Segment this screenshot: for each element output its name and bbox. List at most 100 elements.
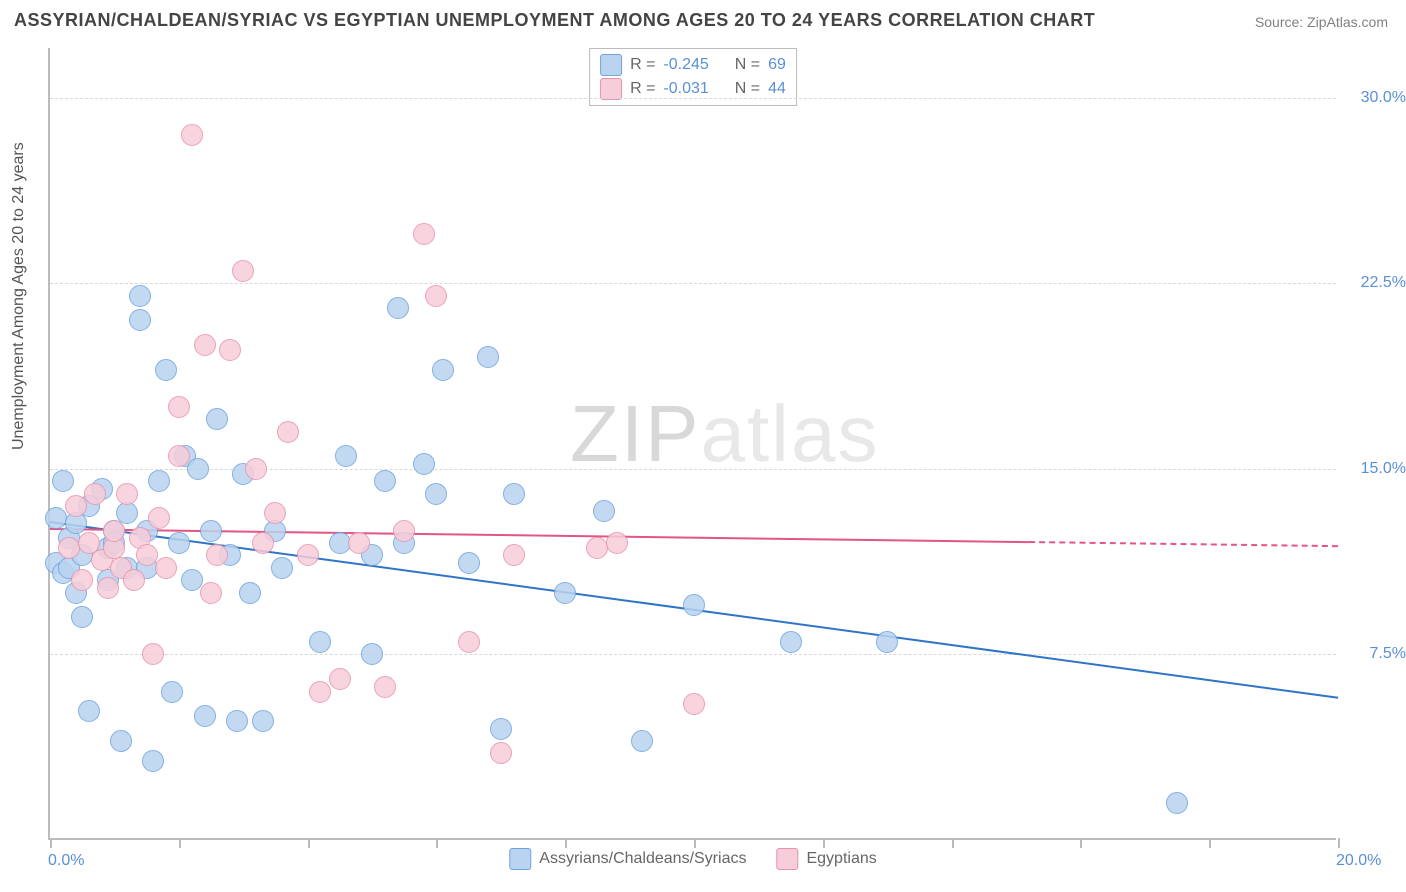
x-tick-label: 0.0% xyxy=(48,852,84,870)
x-tick xyxy=(823,838,825,848)
data-point xyxy=(168,396,190,418)
data-point xyxy=(490,718,512,740)
data-point xyxy=(110,730,132,752)
data-point xyxy=(264,502,286,524)
data-point xyxy=(142,643,164,665)
data-point xyxy=(148,507,170,529)
data-point xyxy=(374,676,396,698)
y-tick-label: 15.0% xyxy=(1346,460,1406,478)
data-point xyxy=(181,569,203,591)
data-point xyxy=(458,631,480,653)
data-point xyxy=(103,520,125,542)
data-point xyxy=(168,532,190,554)
data-point xyxy=(129,285,151,307)
x-tick xyxy=(952,838,954,848)
data-point xyxy=(232,260,254,282)
x-tick xyxy=(1080,838,1082,848)
x-tick xyxy=(50,838,52,848)
data-point xyxy=(329,668,351,690)
data-point xyxy=(155,359,177,381)
data-point xyxy=(876,631,898,653)
stat-r-label: R = xyxy=(630,80,655,98)
data-point xyxy=(413,453,435,475)
data-point xyxy=(309,681,331,703)
data-point xyxy=(52,470,74,492)
stat-n-value-1: 69 xyxy=(768,56,786,74)
data-point xyxy=(683,693,705,715)
x-tick xyxy=(308,838,310,848)
data-point xyxy=(148,470,170,492)
data-point xyxy=(503,483,525,505)
data-point xyxy=(219,339,241,361)
data-point xyxy=(71,569,93,591)
stat-r-value-1: -0.245 xyxy=(663,56,708,74)
data-point xyxy=(168,445,190,467)
stat-r-label: R = xyxy=(630,56,655,74)
data-point xyxy=(123,569,145,591)
data-point xyxy=(297,544,319,566)
legend-swatch-1 xyxy=(509,848,531,870)
x-tick xyxy=(436,838,438,848)
data-point xyxy=(155,557,177,579)
chart-title: ASSYRIAN/CHALDEAN/SYRIAC VS EGYPTIAN UNE… xyxy=(14,10,1095,31)
y-tick-label: 7.5% xyxy=(1346,645,1406,663)
x-tick xyxy=(694,838,696,848)
stat-line-series1: R = -0.245 N = 69 xyxy=(600,53,786,77)
data-point xyxy=(71,606,93,628)
x-tick xyxy=(1338,838,1340,848)
x-tick xyxy=(565,838,567,848)
data-point xyxy=(780,631,802,653)
data-point xyxy=(374,470,396,492)
data-point xyxy=(432,359,454,381)
legend-item-1: Assyrians/Chaldeans/Syriacs xyxy=(509,848,746,870)
legend-swatch-2 xyxy=(776,848,798,870)
y-tick-label: 30.0% xyxy=(1346,89,1406,107)
data-point xyxy=(142,750,164,772)
y-tick-label: 22.5% xyxy=(1346,274,1406,292)
watermark-zip: ZIP xyxy=(570,389,700,478)
data-point xyxy=(277,421,299,443)
data-point xyxy=(252,710,274,732)
legend-label-1: Assyrians/Chaldeans/Syriacs xyxy=(539,850,746,868)
plot-area: ZIPatlas R = -0.245 N = 69 R = -0.031 N … xyxy=(48,48,1336,840)
data-point xyxy=(194,705,216,727)
data-point xyxy=(271,557,293,579)
trend-line xyxy=(1029,541,1338,547)
data-point xyxy=(490,742,512,764)
data-point xyxy=(206,408,228,430)
y-axis-label: Unemployment Among Ages 20 to 24 years xyxy=(10,142,28,450)
gridline xyxy=(50,283,1336,284)
stat-n-label: N = xyxy=(735,56,760,74)
data-point xyxy=(161,681,183,703)
data-point xyxy=(194,334,216,356)
x-tick xyxy=(179,838,181,848)
data-point xyxy=(425,483,447,505)
x-tick-label: 20.0% xyxy=(1336,852,1381,870)
data-point xyxy=(187,458,209,480)
data-point xyxy=(129,309,151,331)
data-point xyxy=(309,631,331,653)
watermark: ZIPatlas xyxy=(570,388,879,480)
data-point xyxy=(239,582,261,604)
data-point xyxy=(252,532,274,554)
swatch-series1 xyxy=(600,54,622,76)
data-point xyxy=(631,730,653,752)
data-point xyxy=(554,582,576,604)
data-point xyxy=(361,643,383,665)
legend-item-2: Egyptians xyxy=(776,848,876,870)
stat-n-label: N = xyxy=(735,80,760,98)
data-point xyxy=(683,594,705,616)
x-tick xyxy=(1209,838,1211,848)
data-point xyxy=(65,495,87,517)
data-point xyxy=(348,532,370,554)
stat-r-value-2: -0.031 xyxy=(663,80,708,98)
data-point xyxy=(84,483,106,505)
data-point xyxy=(606,532,628,554)
data-point xyxy=(425,285,447,307)
data-point xyxy=(393,520,415,542)
data-point xyxy=(477,346,499,368)
data-point xyxy=(245,458,267,480)
data-point xyxy=(458,552,480,574)
legend: Assyrians/Chaldeans/Syriacs Egyptians xyxy=(509,848,876,870)
data-point xyxy=(97,577,119,599)
